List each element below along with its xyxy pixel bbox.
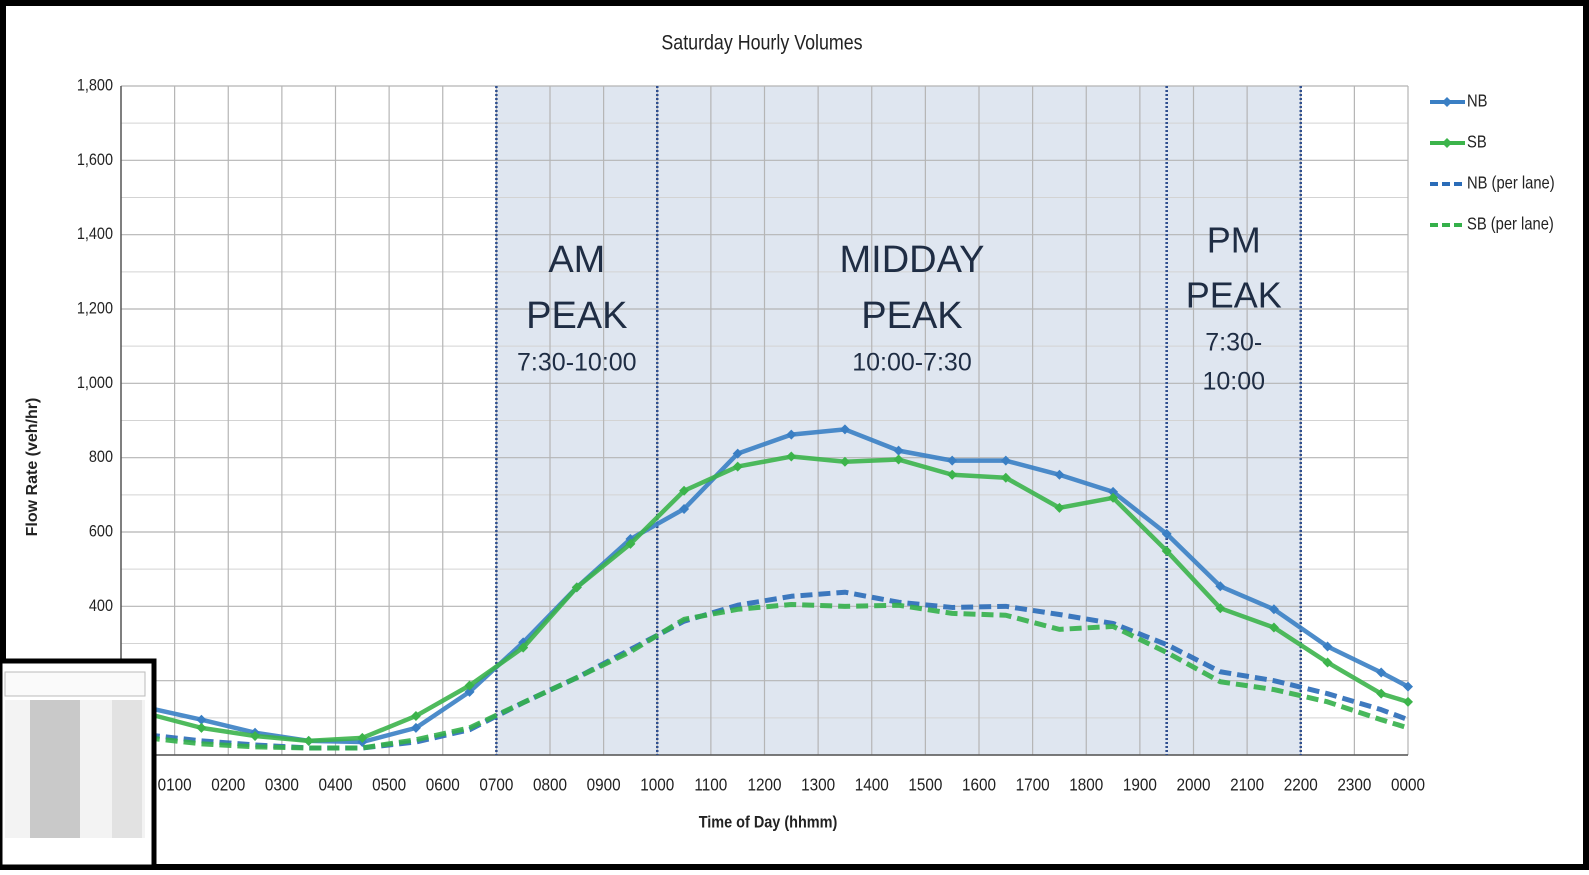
peak-label: PEAK bbox=[1186, 275, 1282, 316]
peak-label: PEAK bbox=[861, 295, 962, 337]
x-tick-label: 0300 bbox=[265, 775, 299, 795]
x-tick-label: 0900 bbox=[587, 775, 621, 795]
inset-column bbox=[30, 700, 80, 838]
peak-label: 7:30- bbox=[1205, 329, 1262, 357]
inset-column bbox=[112, 700, 142, 838]
x-tick-label: 1900 bbox=[1123, 775, 1157, 795]
x-tick-label: 0000 bbox=[1391, 775, 1425, 795]
peak-label: 10:00-7:30 bbox=[852, 349, 972, 377]
x-tick-label: 1500 bbox=[908, 775, 942, 795]
x-tick-label: 0700 bbox=[479, 775, 513, 795]
y-tick-label: 600 bbox=[89, 522, 113, 540]
y-tick-label: 400 bbox=[89, 597, 113, 615]
x-tick-label: 1700 bbox=[1016, 775, 1050, 795]
x-axis-label: Time of Day (hhmm) bbox=[699, 813, 838, 831]
x-tick-label: 1300 bbox=[801, 775, 835, 795]
y-tick-label: 1,800 bbox=[77, 76, 113, 94]
peak-label: 10:00 bbox=[1202, 368, 1265, 396]
peak-label: PEAK bbox=[526, 295, 627, 337]
x-tick-label: 0200 bbox=[211, 775, 245, 795]
x-tick-label: 1800 bbox=[1069, 775, 1103, 795]
x-tick-label: 0800 bbox=[533, 775, 567, 795]
x-tick-label: 1400 bbox=[855, 775, 889, 795]
peak-label: AM bbox=[548, 239, 605, 281]
y-axis-label: Flow Rate (veh/hr) bbox=[24, 398, 41, 537]
peak-label: 7:30-10:00 bbox=[517, 349, 637, 377]
x-tick-label: 2200 bbox=[1284, 775, 1318, 795]
x-tick-label: 1000 bbox=[640, 775, 674, 795]
x-tick-label: 0500 bbox=[372, 775, 406, 795]
y-tick-label: 1,400 bbox=[77, 225, 113, 243]
legend-label: SB (per lane) bbox=[1467, 214, 1554, 234]
chart: Saturday Hourly Volumes Flow Rate (veh/h… bbox=[0, 0, 1589, 870]
x-tick-label: 0100 bbox=[158, 775, 192, 795]
x-tick-label: 0400 bbox=[318, 775, 352, 795]
x-tick-label: 1200 bbox=[747, 775, 781, 795]
y-tick-label: 1,200 bbox=[77, 299, 113, 317]
legend-label: NB (per lane) bbox=[1467, 173, 1555, 193]
peak-label: PM bbox=[1207, 220, 1261, 261]
legend-label: NB bbox=[1467, 91, 1488, 111]
legend-label: SB bbox=[1467, 132, 1487, 152]
y-tick-label: 1,600 bbox=[77, 151, 113, 169]
x-tick-label: 1600 bbox=[962, 775, 996, 795]
y-tick-label: 800 bbox=[89, 448, 113, 466]
x-tick-label: 2100 bbox=[1230, 775, 1264, 795]
x-tick-label: 2000 bbox=[1176, 775, 1210, 795]
inset-header bbox=[5, 672, 145, 696]
y-tick-label: 1,000 bbox=[77, 374, 113, 392]
chart-title: Saturday Hourly Volumes bbox=[661, 31, 862, 55]
x-tick-label: 2300 bbox=[1337, 775, 1371, 795]
x-tick-label: 0600 bbox=[426, 775, 460, 795]
inset-thumbnail bbox=[0, 661, 154, 867]
peak-label: MIDDAY bbox=[839, 239, 984, 281]
x-tick-label: 1100 bbox=[694, 775, 727, 795]
plot: AMPEAK7:30-10:00MIDDAYPEAK10:00-7:30PMPE… bbox=[77, 76, 1425, 795]
